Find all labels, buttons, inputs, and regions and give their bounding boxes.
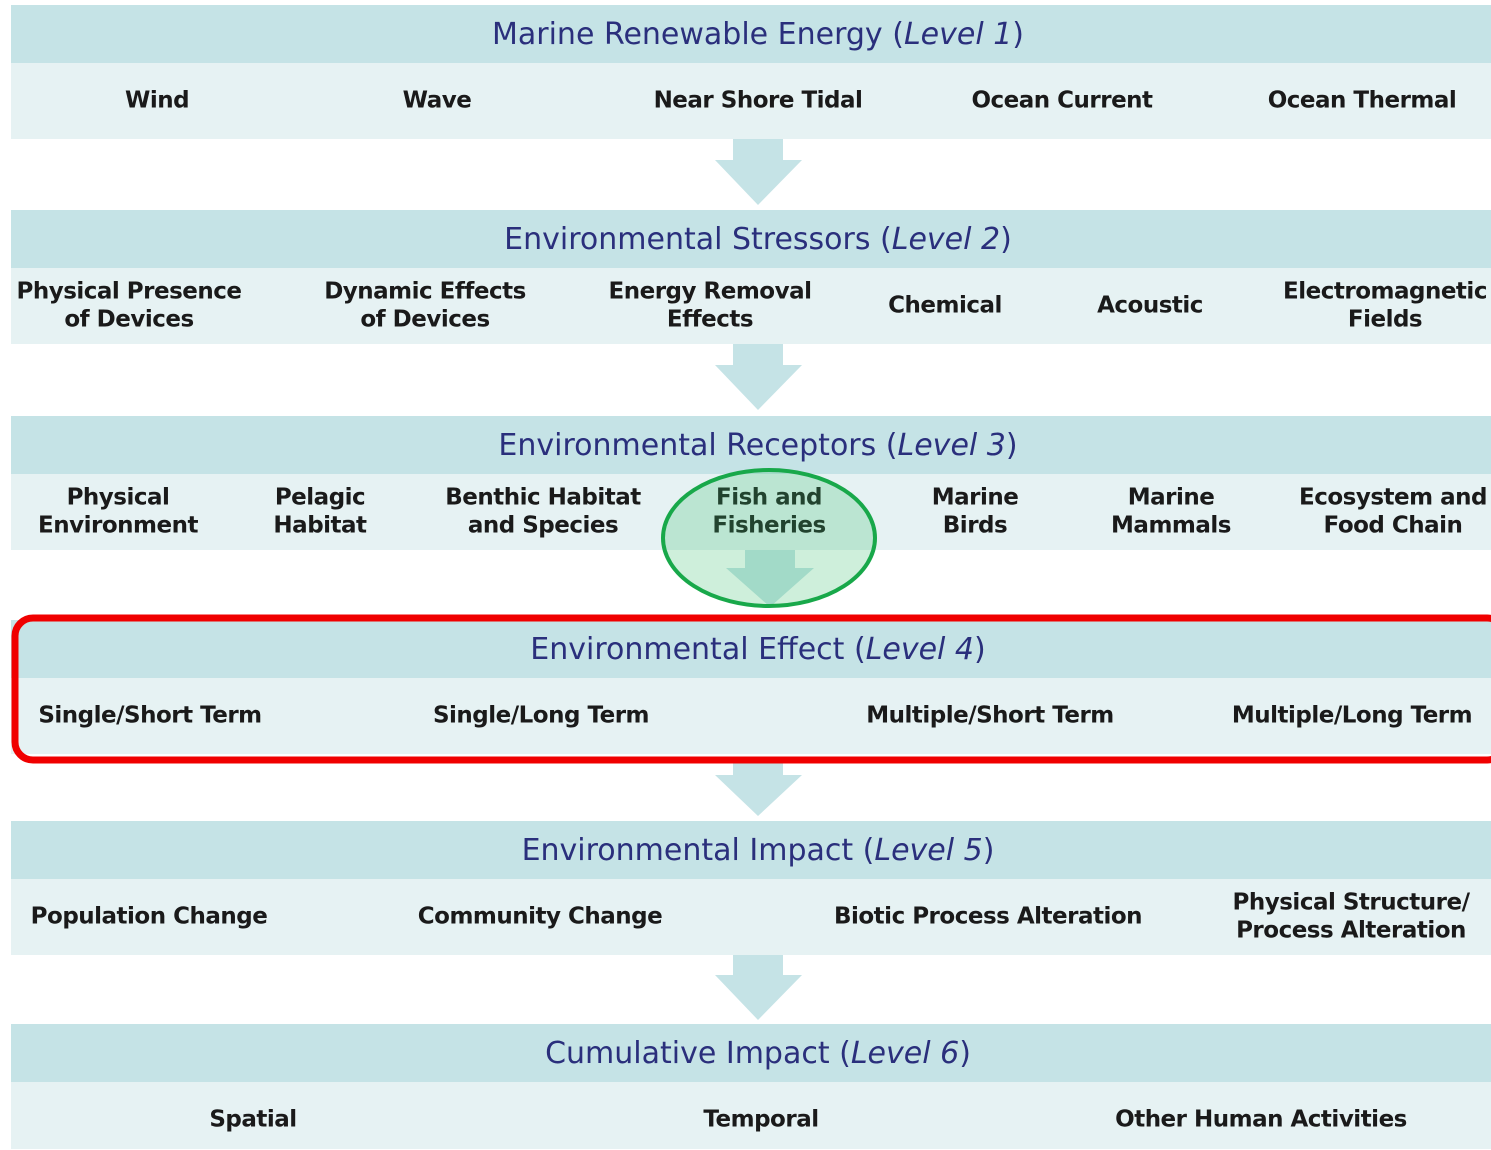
level-item: Ocean Current bbox=[971, 88, 1153, 114]
level-title: Marine Renewable Energy (Level 1) bbox=[492, 17, 1024, 52]
level-header bbox=[11, 620, 1491, 678]
level-item: Ecosystem and bbox=[1299, 485, 1487, 511]
arrows bbox=[715, 138, 814, 1020]
title-part: Level 1 bbox=[904, 17, 1012, 52]
arrow bbox=[715, 760, 802, 816]
title-part: ) bbox=[959, 1036, 971, 1071]
title-part: Level 5 bbox=[874, 833, 982, 868]
level-item: Electromagnetic bbox=[1283, 279, 1487, 305]
level-item: Mammals bbox=[1111, 513, 1231, 539]
title-part: ) bbox=[974, 632, 986, 667]
level-item: Physical Presence bbox=[16, 279, 241, 305]
level-items-band bbox=[11, 678, 1491, 754]
level-item: Fish and bbox=[716, 485, 822, 511]
level-header bbox=[11, 5, 1491, 63]
title-part: ) bbox=[1012, 17, 1024, 52]
level-item: of Devices bbox=[64, 307, 193, 333]
level-title: Environmental Stressors (Level 2) bbox=[504, 222, 1012, 257]
level-item: Physical bbox=[67, 485, 170, 511]
arrow bbox=[726, 549, 814, 607]
title-part: ) bbox=[983, 833, 995, 868]
level-item: Other Human Activities bbox=[1115, 1107, 1407, 1133]
level-title: Environmental Receptors (Level 3) bbox=[498, 428, 1017, 463]
highlight-box bbox=[11, 614, 1491, 764]
level-item: Population Change bbox=[31, 904, 268, 930]
level-items-band bbox=[11, 879, 1491, 955]
level-item: Biotic Process Alteration bbox=[834, 904, 1142, 930]
level-item: Marine bbox=[932, 485, 1019, 511]
level-item: Multiple/Long Term bbox=[1232, 703, 1472, 729]
title-part: Level 6 bbox=[851, 1036, 959, 1071]
title-part: Level 4 bbox=[866, 632, 974, 667]
level-item: Marine bbox=[1128, 485, 1215, 511]
arrow bbox=[715, 138, 802, 205]
level-item: Single/Long Term bbox=[433, 703, 649, 729]
level-item: Near Shore Tidal bbox=[654, 88, 863, 114]
level-header bbox=[11, 1024, 1491, 1082]
level-title: Environmental Impact (Level 5) bbox=[522, 833, 995, 868]
level-header bbox=[11, 416, 1491, 474]
level-item: Energy Removal bbox=[609, 279, 812, 305]
level-items-band bbox=[11, 1082, 1491, 1149]
arrow bbox=[715, 953, 802, 1020]
title-part: Marine Renewable Energy ( bbox=[492, 17, 904, 52]
level-item: Environment bbox=[38, 513, 198, 539]
levels: Marine Renewable Energy (Level 1) Wind Wav… bbox=[11, 5, 1491, 1149]
level-header bbox=[11, 210, 1491, 268]
level-items-band bbox=[11, 268, 1491, 344]
level-item: Wind bbox=[125, 88, 189, 114]
title-part: Environmental Impact ( bbox=[522, 833, 875, 868]
level-item: and Species bbox=[468, 513, 618, 539]
level-item: Pelagic bbox=[275, 485, 365, 511]
title-part: ) bbox=[1000, 222, 1012, 257]
title-part: Cumulative Impact ( bbox=[545, 1036, 851, 1071]
level-item: Dynamic Effects bbox=[324, 279, 526, 305]
level-item: of Devices bbox=[360, 307, 489, 333]
level-item: Physical Structure/ bbox=[1233, 890, 1471, 916]
arrow bbox=[715, 343, 802, 410]
title-part: Level 3 bbox=[898, 428, 1006, 463]
level-item: Benthic Habitat bbox=[445, 485, 641, 511]
level-item: Single/Short Term bbox=[38, 703, 261, 729]
level-item: Acoustic bbox=[1097, 293, 1203, 319]
level-item: Chemical bbox=[888, 293, 1002, 319]
level-item: Wave bbox=[403, 88, 472, 114]
level-item: Temporal bbox=[703, 1107, 818, 1133]
level-items-band bbox=[11, 63, 1491, 139]
level-title: Environmental Effect (Level 4) bbox=[530, 632, 985, 667]
level-item: Fields bbox=[1348, 307, 1422, 333]
level-item: Fisheries bbox=[712, 513, 825, 539]
level-item: Community Change bbox=[418, 904, 662, 930]
level-items-band bbox=[11, 474, 1491, 550]
level-item: Food Chain bbox=[1324, 513, 1463, 539]
level-item: Effects bbox=[667, 307, 753, 333]
level-item: Spatial bbox=[209, 1107, 296, 1133]
level-header bbox=[11, 821, 1491, 879]
level-item: Birds bbox=[943, 513, 1007, 539]
title-part: Level 2 bbox=[892, 222, 1000, 257]
level-item: Process Alteration bbox=[1236, 918, 1466, 944]
highlight-ellipse bbox=[661, 468, 877, 608]
title-part: ) bbox=[1006, 428, 1018, 463]
level-title: Cumulative Impact (Level 6) bbox=[545, 1036, 971, 1071]
title-part: Environmental Effect ( bbox=[530, 632, 865, 667]
level-item: Multiple/Short Term bbox=[866, 703, 1114, 729]
level-item: Ocean Thermal bbox=[1268, 88, 1457, 114]
title-part: Environmental Stressors ( bbox=[504, 222, 892, 257]
level-item: Habitat bbox=[273, 513, 367, 539]
title-part: Environmental Receptors ( bbox=[498, 428, 897, 463]
